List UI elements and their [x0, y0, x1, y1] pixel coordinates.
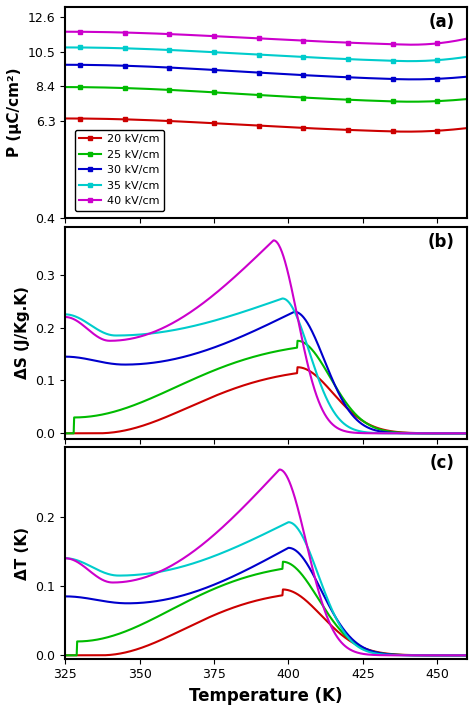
- Text: (a): (a): [429, 14, 455, 31]
- Y-axis label: ΔS (J/Kg.K): ΔS (J/Kg.K): [15, 286, 30, 379]
- Legend: 20 kV/cm, 25 kV/cm, 30 kV/cm, 35 kV/cm, 40 kV/cm: 20 kV/cm, 25 kV/cm, 30 kV/cm, 35 kV/cm, …: [75, 130, 164, 211]
- Text: (b): (b): [428, 234, 455, 251]
- X-axis label: Temperature (K): Temperature (K): [189, 687, 343, 705]
- Y-axis label: P (μC/cm²): P (μC/cm²): [7, 68, 22, 157]
- Y-axis label: ΔT (K): ΔT (K): [15, 527, 30, 580]
- Text: (c): (c): [430, 454, 455, 471]
